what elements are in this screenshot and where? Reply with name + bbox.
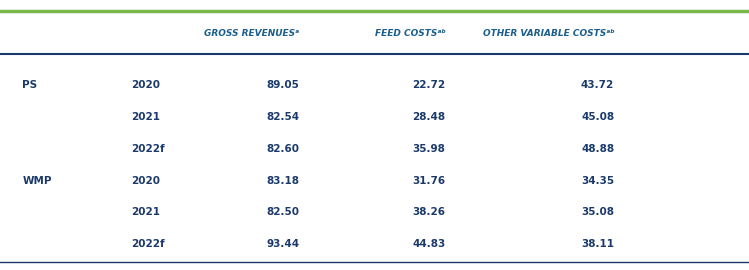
Text: 89.05: 89.05: [267, 80, 300, 90]
Text: 2020: 2020: [131, 176, 160, 186]
Text: 82.50: 82.50: [267, 207, 300, 218]
Text: 44.83: 44.83: [413, 239, 446, 249]
Text: 2021: 2021: [131, 207, 160, 218]
Text: FEED COSTSᵃᵇ: FEED COSTSᵃᵇ: [375, 29, 446, 38]
Text: 82.60: 82.60: [267, 144, 300, 154]
Text: 2022f: 2022f: [131, 144, 165, 154]
Text: 34.35: 34.35: [581, 176, 614, 186]
Text: 35.08: 35.08: [581, 207, 614, 218]
Text: 48.88: 48.88: [581, 144, 614, 154]
Text: 83.18: 83.18: [267, 176, 300, 186]
Text: 28.48: 28.48: [413, 112, 446, 122]
Text: 35.98: 35.98: [413, 144, 446, 154]
Text: 45.08: 45.08: [581, 112, 614, 122]
Text: 43.72: 43.72: [581, 80, 614, 90]
Text: 38.26: 38.26: [413, 207, 446, 218]
Text: PS: PS: [22, 80, 37, 90]
Text: 22.72: 22.72: [413, 80, 446, 90]
Text: 2022f: 2022f: [131, 239, 165, 249]
Text: 93.44: 93.44: [267, 239, 300, 249]
Text: GROSS REVENUESᵃ: GROSS REVENUESᵃ: [204, 29, 300, 38]
Text: WMP: WMP: [22, 176, 52, 186]
Text: 38.11: 38.11: [581, 239, 614, 249]
Text: 82.54: 82.54: [267, 112, 300, 122]
Text: OTHER VARIABLE COSTSᵃᵇ: OTHER VARIABLE COSTSᵃᵇ: [482, 29, 614, 38]
Text: 2021: 2021: [131, 112, 160, 122]
Text: 2020: 2020: [131, 80, 160, 90]
Text: 31.76: 31.76: [413, 176, 446, 186]
